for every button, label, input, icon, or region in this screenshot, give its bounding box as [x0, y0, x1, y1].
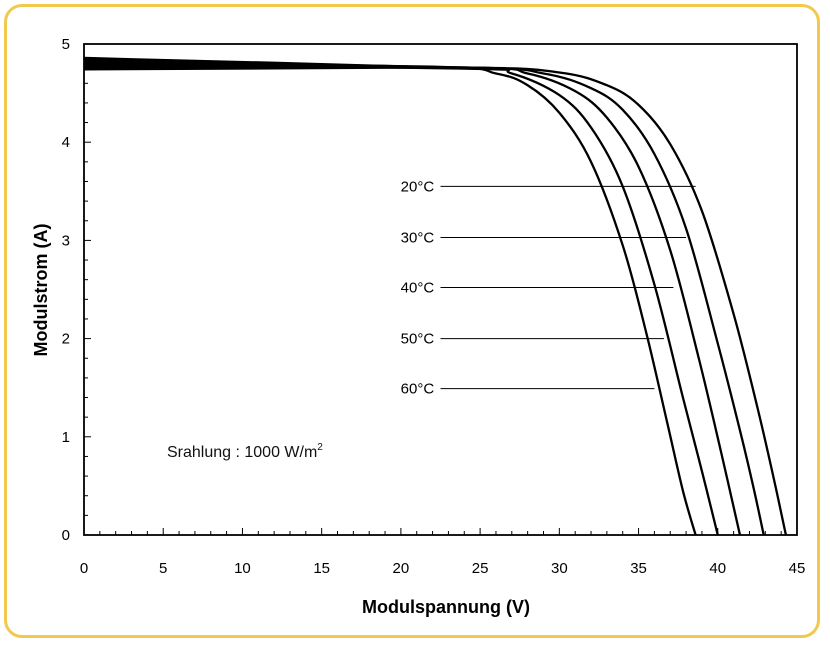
- x-tick-label: 20: [393, 560, 410, 577]
- y-axis: 0 1 2 3 4 5: [62, 36, 91, 544]
- temperature-label-4: 60°C: [401, 381, 435, 398]
- current-band: [84, 56, 449, 71]
- plot-area: [83, 43, 798, 536]
- x-tick-label: 10: [234, 560, 251, 577]
- temperature-leaders: 20°C 30°C 40°C 50°C 60°C: [401, 178, 696, 398]
- x-tick-label: 15: [313, 560, 330, 577]
- x-tick-label: 35: [630, 560, 647, 577]
- y-tick-label: 4: [62, 134, 70, 151]
- series-line-0: [83, 65, 788, 536]
- y-axis-title: Modulstrom (A): [31, 224, 51, 357]
- series-line-2: [83, 63, 742, 536]
- chart-frame: [4, 4, 820, 638]
- x-tick-label: 25: [472, 560, 489, 577]
- irradiance-text: Srahlung : 1000 W/m: [167, 444, 317, 461]
- temperature-label-3: 50°C: [401, 331, 435, 348]
- series-line-1: [83, 64, 765, 536]
- x-axis-title: Modulspannung (V): [362, 597, 530, 617]
- irradiance-annotation: Srahlung : 1000 W/m2: [167, 442, 323, 461]
- series-group: [83, 56, 788, 536]
- series-line-3: [83, 62, 719, 536]
- y-tick-label: 3: [62, 232, 70, 249]
- x-tick-label: 0: [80, 560, 88, 577]
- irradiance-superscript: 2: [317, 442, 323, 453]
- series-line-4: [83, 61, 697, 536]
- temperature-label-1: 30°C: [401, 229, 435, 246]
- x-tick-label: 45: [789, 560, 806, 577]
- x-axis: 0 5 10 15 20 25 30 35 40 45: [80, 528, 806, 577]
- y-tick-label: 5: [62, 36, 70, 53]
- x-tick-label: 30: [551, 560, 568, 577]
- y-tick-label: 2: [62, 331, 70, 348]
- temperature-label-0: 20°C: [401, 178, 435, 195]
- x-tick-label: 40: [709, 560, 726, 577]
- y-tick-label: 1: [62, 429, 70, 446]
- x-tick-label: 5: [159, 560, 167, 577]
- temperature-label-2: 40°C: [401, 280, 435, 297]
- y-tick-label: 0: [62, 527, 70, 544]
